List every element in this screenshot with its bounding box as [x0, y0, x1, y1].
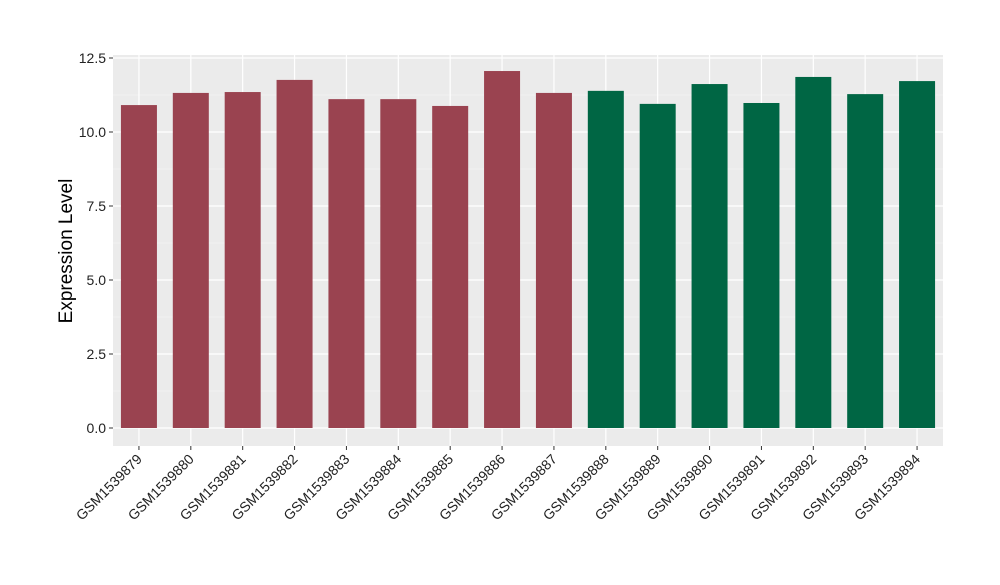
y-tick-label: 12.5	[79, 50, 106, 66]
y-tick-label: 5.0	[87, 272, 107, 288]
bar-GSM1539880	[172, 92, 209, 428]
y-axis-title: Expression Level	[56, 179, 77, 324]
bar-GSM1539882	[276, 79, 313, 429]
bar-GSM1539890	[691, 84, 728, 428]
bar-GSM1539894	[899, 81, 936, 428]
bar-GSM1539879	[120, 105, 157, 429]
y-tick-label: 7.5	[87, 198, 107, 214]
bar-GSM1539892	[795, 76, 832, 428]
bar-GSM1539888	[587, 90, 624, 428]
bar-GSM1539893	[847, 94, 884, 428]
bar-GSM1539881	[224, 92, 261, 428]
y-tick-label: 2.5	[87, 346, 107, 362]
bar-GSM1539886	[484, 71, 521, 429]
y-tick-label: 0.0	[87, 420, 107, 436]
bar-GSM1539883	[328, 99, 365, 429]
bar-GSM1539884	[380, 99, 417, 429]
bar-GSM1539889	[639, 103, 676, 428]
y-tick-label: 10.0	[79, 124, 106, 140]
bar-GSM1539891	[743, 102, 780, 428]
bar-GSM1539885	[432, 105, 469, 429]
bar-GSM1539887	[535, 92, 572, 428]
